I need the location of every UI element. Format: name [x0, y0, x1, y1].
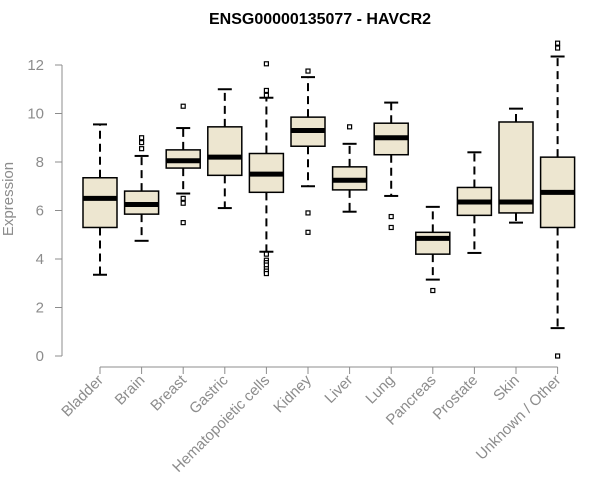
box-bladder: [82, 123, 118, 276]
iqr-box: [207, 126, 243, 177]
y-tick-label: 4: [36, 251, 44, 268]
x-tick-label: Brain: [112, 372, 149, 409]
box-brain: [123, 135, 160, 242]
outlier-point: [305, 210, 311, 216]
y-axis: 0 2 4 6 8 10 12: [27, 57, 63, 365]
iqr-box: [415, 231, 451, 255]
box-breast: [165, 103, 201, 226]
outlier-point: [388, 213, 394, 220]
y-tick-label: 0: [36, 348, 44, 365]
outlier-point: [180, 195, 186, 201]
box-gastric: [207, 88, 243, 210]
outlier-point: [554, 40, 561, 46]
outlier-point: [430, 287, 436, 294]
outlier-point: [139, 135, 145, 141]
x-tick-label: Lung: [362, 372, 398, 408]
outlier-point: [180, 220, 186, 226]
outlier-point: [305, 68, 311, 74]
outlier-point: [263, 87, 269, 94]
box-prostate: [456, 151, 493, 254]
box-unknown-other: [539, 40, 576, 359]
box-pancreas: [415, 205, 451, 294]
box-kidney: [290, 68, 326, 235]
outlier-point: [263, 92, 269, 98]
outlier-point: [554, 353, 561, 359]
x-tick-label: Breast: [147, 371, 190, 414]
iqr-box: [82, 177, 118, 229]
outlier-point: [347, 124, 353, 130]
outlier-point: [139, 140, 145, 146]
y-tick-label: 6: [36, 203, 44, 220]
outlier-point: [180, 103, 186, 109]
y-tick-label: 2: [36, 300, 44, 317]
outlier-point: [263, 251, 269, 257]
outlier-point: [554, 45, 561, 51]
box-liver: [331, 124, 368, 213]
box-skin: [498, 107, 534, 224]
outlier-point: [139, 146, 145, 152]
x-tick-label: Liver: [321, 372, 356, 407]
x-tick-label: Prostate: [430, 372, 482, 424]
box-series: [82, 40, 576, 359]
outlier-point: [263, 61, 269, 67]
outlier-point: [180, 200, 186, 206]
x-tick-label: Bladder: [58, 372, 107, 421]
y-tick-label: 12: [27, 57, 44, 74]
y-axis-label: Expression: [0, 162, 17, 236]
outlier-point: [305, 229, 311, 235]
y-tick-label: 10: [27, 106, 44, 123]
y-tick-label: 8: [36, 154, 44, 171]
outlier-point: [263, 270, 269, 277]
outlier-point: [388, 224, 394, 231]
chart-title: ENSG00000135077 - HAVCR2: [209, 11, 431, 28]
iqr-box: [498, 121, 534, 214]
box-lung: [373, 101, 409, 231]
x-tick-label: Skin: [490, 372, 523, 405]
x-tick-label: Kidney: [270, 371, 315, 416]
box-hematopoietic-cells: [248, 61, 285, 277]
